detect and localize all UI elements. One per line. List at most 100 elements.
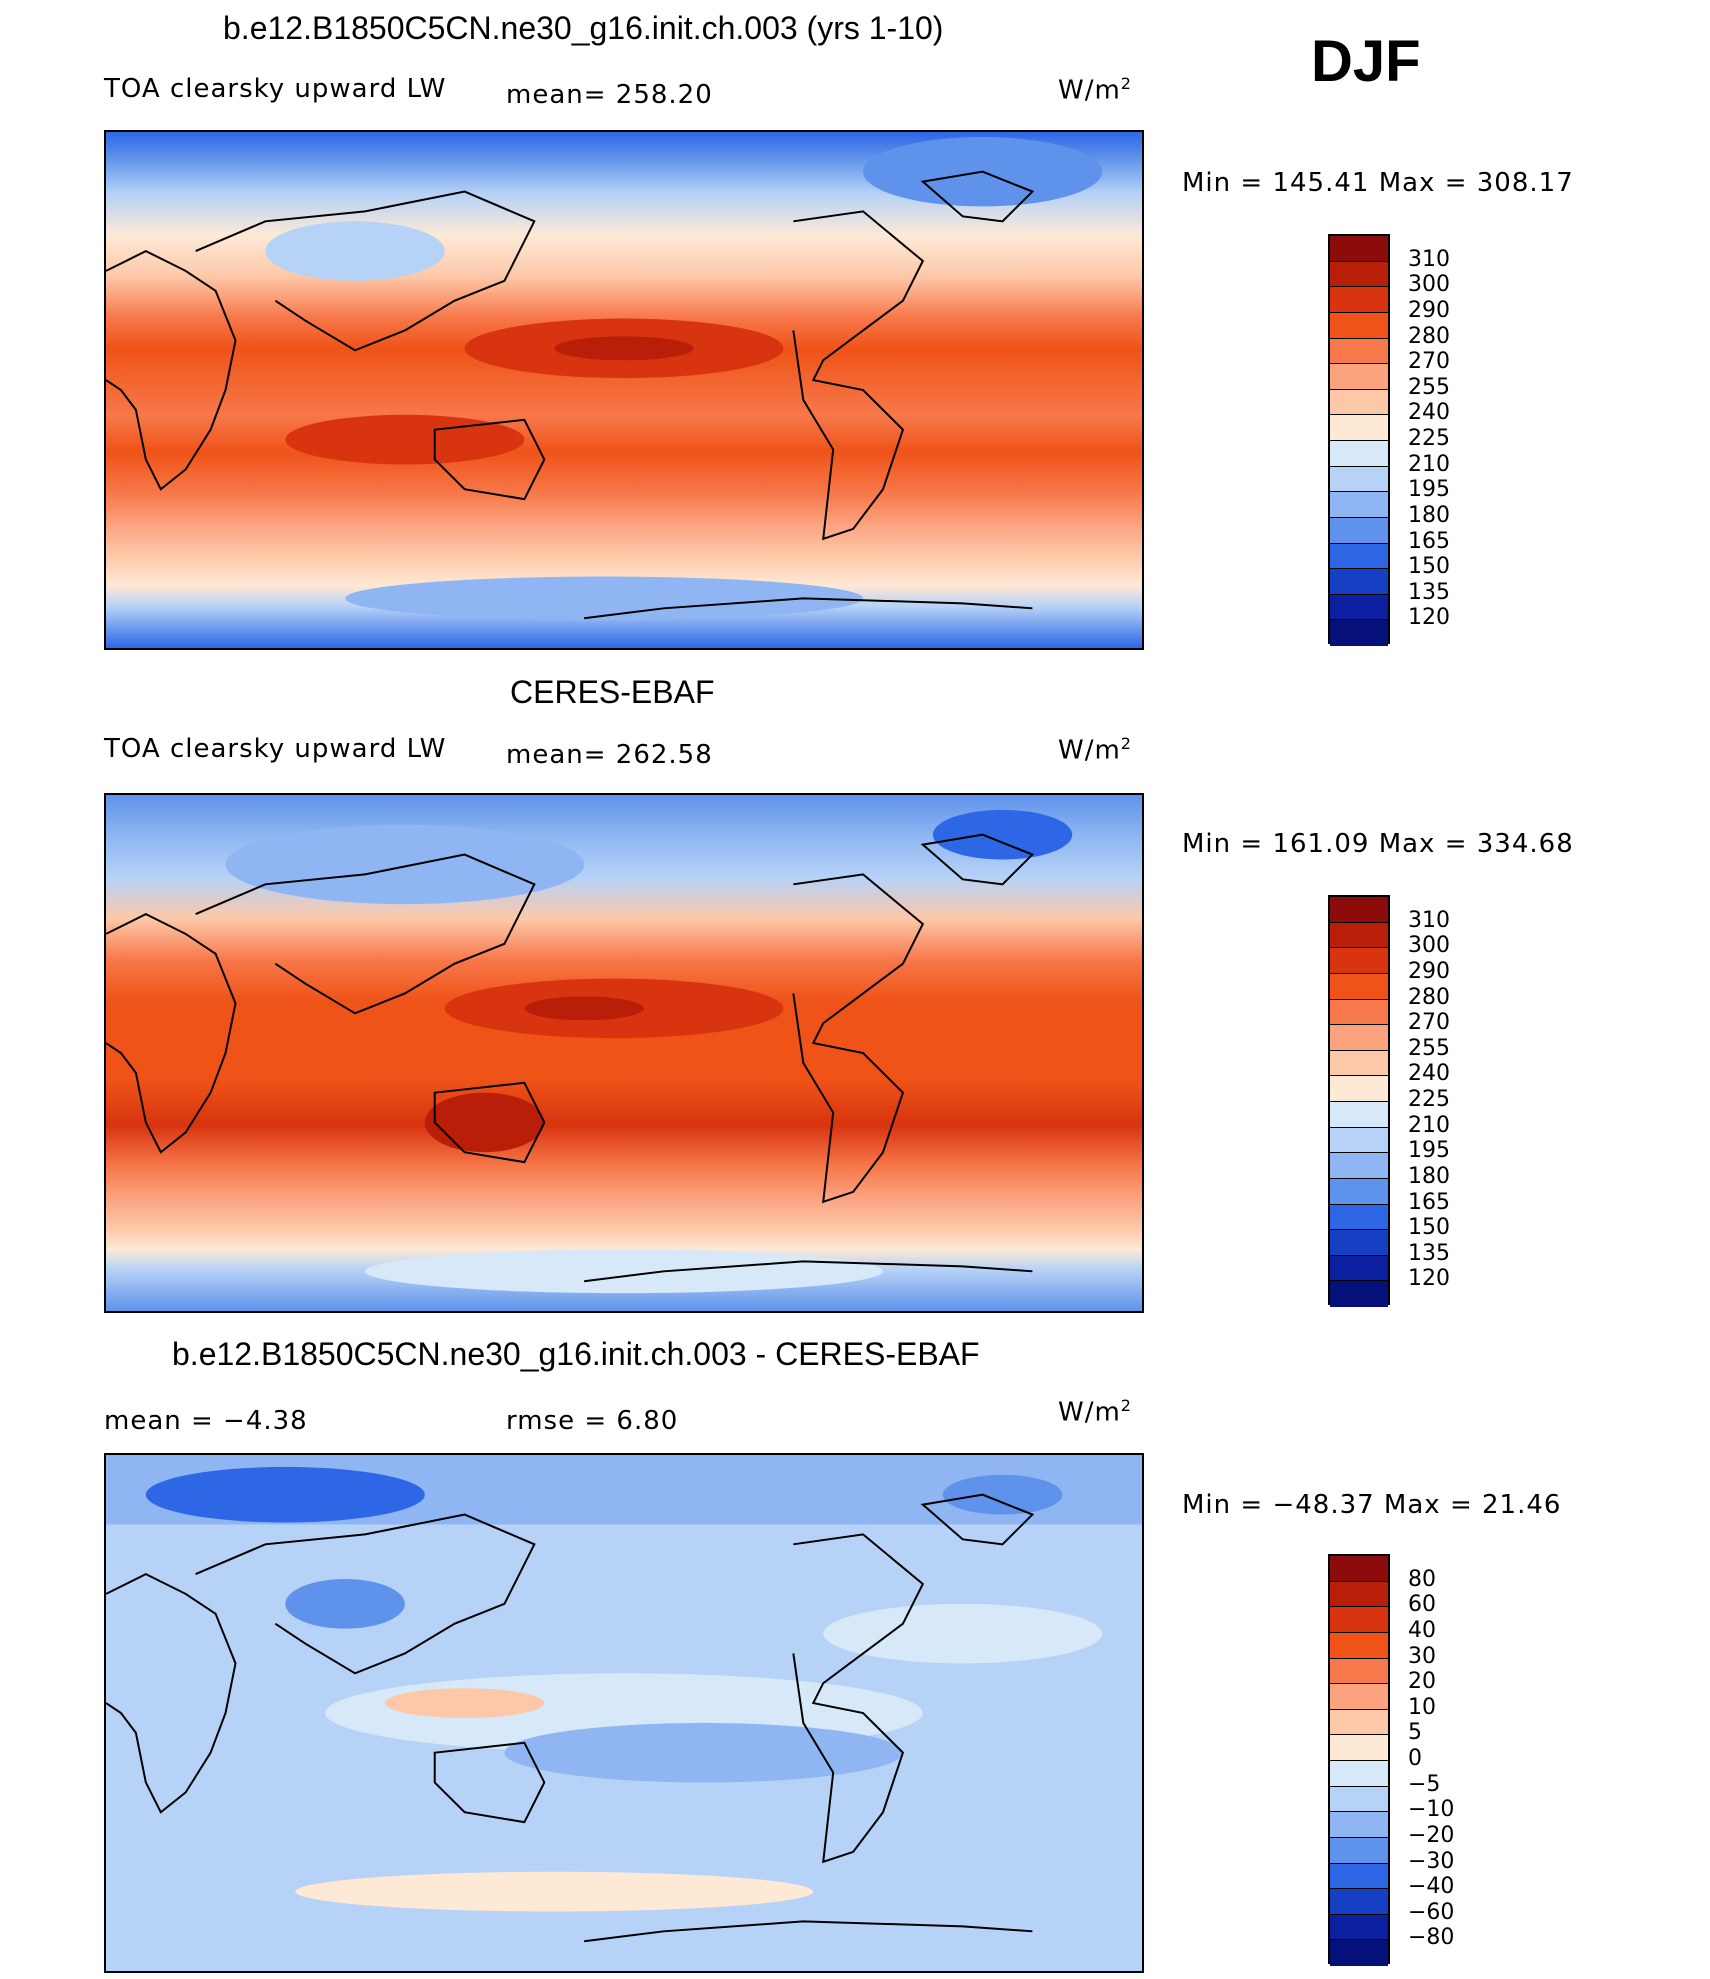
colorbar-tick-label: −30 bbox=[1408, 1848, 1455, 1874]
colorbar-tick-label: 210 bbox=[1408, 1112, 1450, 1138]
colorbar-tick-label: 0 bbox=[1408, 1746, 1422, 1771]
colorbar-swatch bbox=[1330, 620, 1388, 646]
colorbar-swatch bbox=[1330, 1632, 1388, 1659]
colorbar-swatch bbox=[1330, 415, 1388, 441]
panel-3-units-label: W/m2 bbox=[1058, 1396, 1132, 1428]
colorbar-swatch bbox=[1330, 922, 1388, 949]
colorbar-swatch bbox=[1330, 517, 1388, 544]
colorbar-tick-label: −40 bbox=[1408, 1874, 1455, 1900]
panel-1-minmax: Min = 145.41 Max = 308.17 bbox=[1182, 168, 1574, 198]
colorbar-swatch bbox=[1330, 1281, 1388, 1307]
colorbar-swatch bbox=[1330, 1050, 1388, 1077]
colorbar-swatch bbox=[1330, 1255, 1388, 1282]
colorbar-swatch bbox=[1330, 364, 1388, 390]
colorbar-tick-label: 255 bbox=[1408, 1035, 1450, 1061]
colorbar-swatch bbox=[1330, 287, 1388, 313]
colorbar-swatch bbox=[1330, 897, 1388, 923]
panel-3-title: b.e12.B1850C5CN.ne30_g16.init.ch.003 - C… bbox=[172, 1336, 980, 1372]
colorbar-swatch bbox=[1330, 1102, 1388, 1128]
colorbar-tick-label: 240 bbox=[1408, 400, 1450, 426]
colorbar-tick-label: 165 bbox=[1408, 1189, 1450, 1215]
colorbar-swatch bbox=[1330, 1735, 1388, 1761]
colorbar-tick-label: 310 bbox=[1408, 246, 1450, 272]
colorbar-tick-label: −20 bbox=[1408, 1822, 1455, 1848]
colorbar-swatch bbox=[1330, 1581, 1388, 1608]
colorbar-tick-label: 255 bbox=[1408, 374, 1450, 400]
colorbar-tick-label: 165 bbox=[1408, 528, 1450, 554]
colorbar-swatch bbox=[1330, 1607, 1388, 1633]
panel-2-map bbox=[104, 793, 1144, 1313]
colorbar-swatch bbox=[1330, 1889, 1388, 1915]
season-label: DJF bbox=[1311, 29, 1421, 94]
colorbar-tick-label: 150 bbox=[1408, 1215, 1450, 1241]
colorbar-swatch bbox=[1330, 1761, 1388, 1787]
colorbar-tick-label: 310 bbox=[1408, 907, 1450, 933]
colorbar-tick-label: 300 bbox=[1408, 933, 1450, 959]
colorbar-tick-label: 120 bbox=[1408, 1266, 1450, 1292]
colorbar-tick-label: 195 bbox=[1408, 1138, 1450, 1164]
colorbar-swatch bbox=[1330, 1684, 1388, 1710]
colorbar-swatch bbox=[1330, 389, 1388, 416]
colorbar-swatch bbox=[1330, 492, 1388, 518]
colorbar-swatch bbox=[1330, 1076, 1388, 1102]
colorbar-tick-label: 300 bbox=[1408, 272, 1450, 298]
colorbar-swatch bbox=[1330, 338, 1388, 365]
colorbar-tick-label: 240 bbox=[1408, 1061, 1450, 1087]
colorbar-tick-label: 290 bbox=[1408, 297, 1450, 323]
colorbar-tick-label: 5 bbox=[1408, 1720, 1422, 1746]
colorbar-swatch bbox=[1330, 466, 1388, 493]
colorbar-swatch bbox=[1330, 1709, 1388, 1736]
panel-1-variable-label: TOA clearsky upward LW bbox=[104, 74, 447, 104]
colorbar-tick-label: 270 bbox=[1408, 1010, 1450, 1036]
colorbar-tick-label: 135 bbox=[1408, 579, 1450, 605]
colorbar-swatch bbox=[1330, 1658, 1388, 1685]
colorbar-tick-label: 290 bbox=[1408, 958, 1450, 984]
colorbar-tick-label: 270 bbox=[1408, 349, 1450, 375]
panel-3-rmse-label: rmse = 6.80 bbox=[506, 1406, 679, 1436]
panel-3-map bbox=[104, 1453, 1144, 1973]
colorbar-swatch bbox=[1330, 543, 1388, 570]
colorbar-swatch bbox=[1330, 312, 1388, 339]
colorbar-tick-label: −80 bbox=[1408, 1925, 1455, 1951]
colorbar-swatch bbox=[1330, 1863, 1388, 1890]
colorbar-tick-label: −10 bbox=[1408, 1797, 1455, 1823]
colorbar-swatch bbox=[1330, 1812, 1388, 1838]
colorbar-swatch bbox=[1330, 1837, 1388, 1864]
panel-2-minmax: Min = 161.09 Max = 334.68 bbox=[1182, 829, 1574, 859]
colorbar-swatch bbox=[1330, 1786, 1388, 1813]
colorbar-swatch bbox=[1330, 948, 1388, 974]
colorbar-swatch bbox=[1330, 594, 1388, 621]
colorbar-swatch bbox=[1330, 441, 1388, 467]
colorbar-swatch bbox=[1330, 973, 1388, 1000]
colorbar-tick-label: 180 bbox=[1408, 1163, 1450, 1189]
panel-2-title: CERES-EBAF bbox=[510, 674, 715, 710]
colorbar-swatch bbox=[1330, 1127, 1388, 1154]
colorbar-tick-label: 150 bbox=[1408, 554, 1450, 580]
colorbar-tick-label: 210 bbox=[1408, 451, 1450, 477]
colorbar-swatch bbox=[1330, 261, 1388, 288]
colorbar-tick-label: 225 bbox=[1408, 426, 1450, 451]
colorbar-swatch bbox=[1330, 1178, 1388, 1205]
colorbar-tick-label: 10 bbox=[1408, 1694, 1436, 1720]
panel-2-units-label: W/m2 bbox=[1058, 734, 1132, 766]
colorbar-swatch bbox=[1330, 569, 1388, 595]
colorbar-swatch bbox=[1330, 1556, 1388, 1582]
colorbar-swatch bbox=[1330, 236, 1388, 262]
colorbar-tick-label: 280 bbox=[1408, 984, 1450, 1010]
panel-1-map bbox=[104, 130, 1144, 650]
colorbar-tick-label: 195 bbox=[1408, 477, 1450, 503]
colorbar-swatch bbox=[1330, 1914, 1388, 1941]
colorbar-swatch bbox=[1330, 1204, 1388, 1231]
colorbar-tick-label: 135 bbox=[1408, 1240, 1450, 1266]
panel-3-colorbar bbox=[1328, 1554, 1390, 1966]
panel-2-mean-label: mean= 262.58 bbox=[506, 740, 713, 770]
colorbar-tick-label: 225 bbox=[1408, 1087, 1450, 1112]
colorbar-tick-label: 30 bbox=[1408, 1643, 1436, 1669]
colorbar-swatch bbox=[1330, 1940, 1388, 1966]
colorbar-tick-label: 180 bbox=[1408, 502, 1450, 528]
panel-2-colorbar bbox=[1328, 895, 1390, 1307]
colorbar-tick-label: 20 bbox=[1408, 1669, 1436, 1695]
colorbar-tick-label: 120 bbox=[1408, 605, 1450, 631]
panel-1-colorbar bbox=[1328, 234, 1390, 646]
panel-1-title: b.e12.B1850C5CN.ne30_g16.init.ch.003 (yr… bbox=[223, 10, 944, 46]
